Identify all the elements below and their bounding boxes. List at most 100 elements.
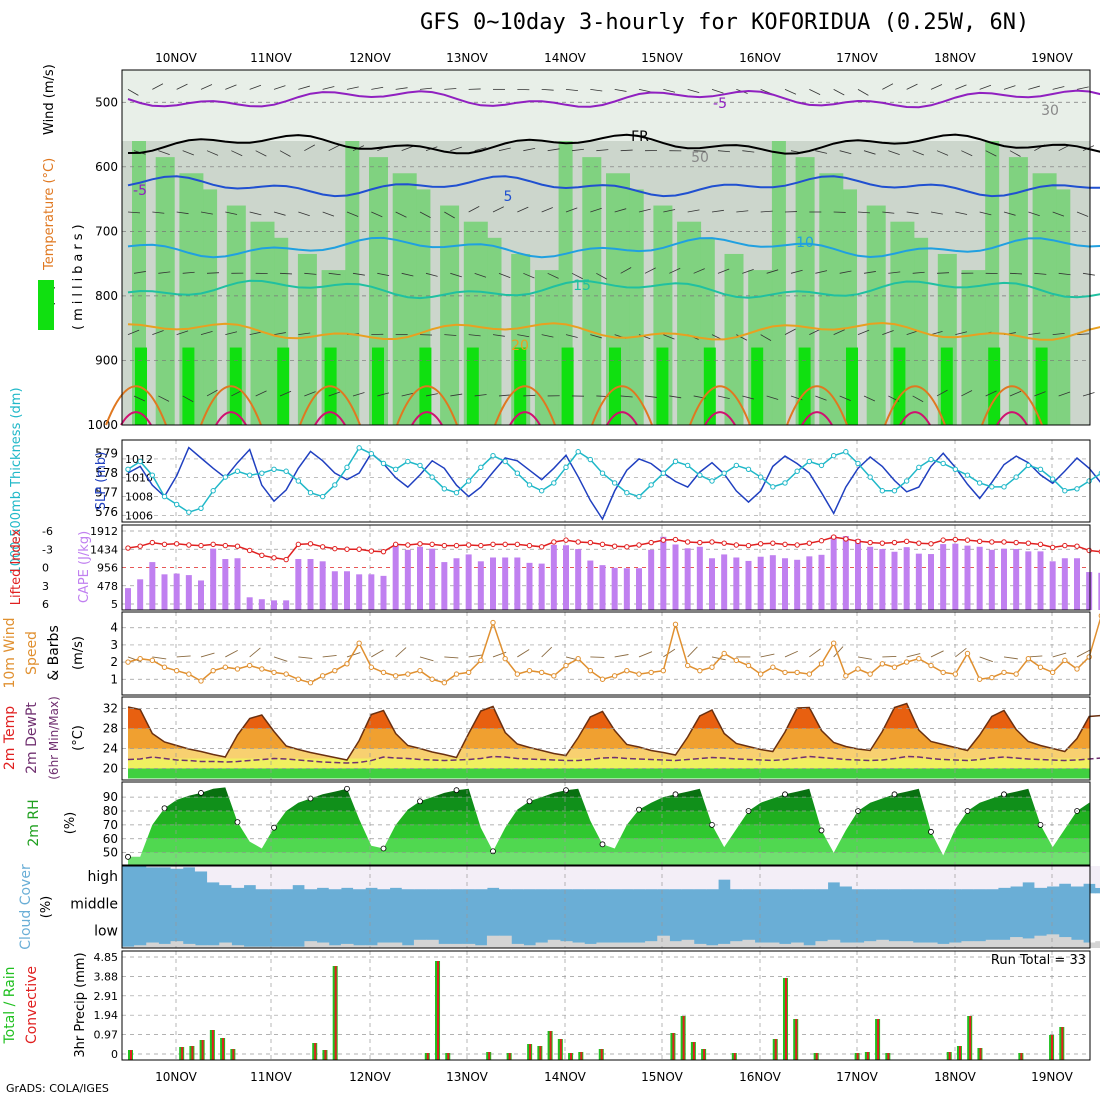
lifted-index-line-point bbox=[1086, 547, 1092, 554]
thickness-line-point bbox=[149, 472, 156, 478]
wind-barb bbox=[1076, 649, 1090, 658]
rh-band bbox=[128, 838, 1090, 853]
wind-speed-line-point bbox=[344, 661, 350, 667]
wind-barb bbox=[322, 655, 337, 658]
cape-bar bbox=[137, 579, 144, 610]
lifted-index-line-point bbox=[636, 542, 642, 548]
wind-barb bbox=[565, 207, 578, 213]
cloud-clear-high bbox=[851, 866, 865, 890]
wind-barb bbox=[273, 656, 288, 662]
lifted-index-line-point bbox=[551, 539, 557, 545]
cloud-clear-high bbox=[219, 866, 232, 886]
wind-barb bbox=[863, 395, 876, 402]
wind-barb bbox=[638, 88, 651, 93]
cloud-bar-high bbox=[669, 889, 683, 894]
tick-label: 24 bbox=[103, 742, 118, 756]
wind-speed-line-point bbox=[964, 650, 971, 657]
wind-barb bbox=[249, 211, 262, 216]
rh-band bbox=[128, 811, 1090, 825]
panel-frame bbox=[121, 69, 1091, 426]
axis-label: 3hr Precip (mm) bbox=[73, 952, 88, 1057]
date-label-top: 16NOV bbox=[739, 51, 781, 65]
date-label-bottom: 15NOV bbox=[641, 1070, 683, 1084]
cape-bar bbox=[806, 556, 813, 610]
wind-barb bbox=[206, 389, 218, 397]
cloud-clear-high bbox=[693, 866, 707, 890]
cloud-bar-low bbox=[304, 941, 318, 948]
cloud-clear-high bbox=[1022, 866, 1035, 883]
wind-barb bbox=[298, 211, 310, 217]
thickness-line-point bbox=[940, 460, 946, 467]
precip-tick-label: 0.97 bbox=[94, 1029, 119, 1042]
wind-barb bbox=[249, 84, 262, 90]
wind-speed-line-point bbox=[259, 666, 265, 672]
lifted-index-line-point bbox=[173, 541, 180, 547]
cloud-clear-high bbox=[182, 866, 196, 868]
lifted-index-line-point bbox=[587, 539, 594, 546]
precip-bar-convective bbox=[508, 1053, 511, 1060]
precip-bar-convective bbox=[447, 1053, 450, 1060]
cloud-bar-low bbox=[924, 942, 938, 948]
wind-speed-line-point bbox=[867, 671, 873, 677]
wind-barb bbox=[450, 272, 462, 278]
tick-label: 3 bbox=[110, 638, 118, 652]
rh-saturated-column bbox=[277, 347, 290, 425]
precip-bar-convective bbox=[232, 1049, 235, 1060]
wind-barb bbox=[377, 272, 390, 277]
wind-barb bbox=[596, 272, 608, 280]
cloud-bar-high bbox=[328, 889, 342, 894]
cape-bar bbox=[928, 554, 934, 610]
cloud-clear-high bbox=[608, 866, 622, 890]
precip-bar-convective bbox=[1051, 1035, 1054, 1060]
axis-label: Lifted Index bbox=[9, 528, 24, 605]
thickness-line-point bbox=[307, 490, 314, 496]
cloud-bar-low bbox=[681, 939, 695, 948]
thickness-line-point bbox=[794, 468, 800, 474]
thickness-line-point bbox=[234, 468, 241, 474]
wind-barb bbox=[133, 395, 146, 402]
lifted-index-line-point bbox=[697, 539, 703, 546]
wind-barb bbox=[444, 656, 459, 659]
cloud-clear-high bbox=[146, 866, 159, 868]
wind-barb bbox=[152, 330, 164, 336]
cape-bar bbox=[623, 568, 630, 610]
cloud-bar-low bbox=[632, 942, 646, 948]
thickness-line-point bbox=[490, 452, 496, 459]
li-tick-label: 6 bbox=[42, 598, 49, 611]
rh-point bbox=[307, 795, 314, 802]
wind-barb bbox=[711, 88, 724, 94]
wind-barb bbox=[152, 211, 165, 214]
cape-bar bbox=[782, 558, 788, 610]
tick-label: 60 bbox=[103, 832, 118, 846]
cloud-bar-high bbox=[949, 889, 962, 894]
cloud-clear-high bbox=[462, 866, 476, 890]
pressure-tick-label: 600 bbox=[95, 160, 118, 174]
lifted-index-line-point bbox=[478, 542, 484, 549]
wind-barb bbox=[766, 269, 779, 274]
precip-bar-convective bbox=[181, 1047, 184, 1060]
cloud-bar-low bbox=[827, 939, 841, 948]
cloud-bar-low bbox=[243, 946, 257, 948]
cloud-bar-low bbox=[1022, 938, 1035, 948]
cloud-clear-high bbox=[718, 866, 731, 880]
wind-speed-line-point bbox=[380, 669, 387, 676]
rh-saturated-column bbox=[893, 347, 906, 425]
date-label-bottom: 18NOV bbox=[934, 1070, 976, 1084]
wind-barb bbox=[766, 395, 779, 400]
precip-bar-convective bbox=[549, 1031, 552, 1060]
contour-label: 50 bbox=[691, 150, 709, 166]
wind-barb bbox=[784, 650, 798, 658]
cape-bar bbox=[733, 557, 740, 610]
wind-barb bbox=[590, 207, 602, 213]
wind-speed-line-point bbox=[891, 664, 898, 670]
cape-bar bbox=[672, 544, 679, 610]
cape-bar bbox=[429, 548, 436, 610]
cloud-clear-high bbox=[1046, 866, 1060, 887]
rh-point bbox=[234, 819, 241, 826]
wind-barb bbox=[444, 211, 455, 219]
cloud-bar-low bbox=[985, 939, 999, 948]
lifted-index-line-point bbox=[1025, 540, 1032, 546]
thickness-line-point bbox=[599, 470, 606, 476]
wind-speed-line-point bbox=[636, 671, 642, 677]
wind-barb bbox=[444, 88, 457, 90]
